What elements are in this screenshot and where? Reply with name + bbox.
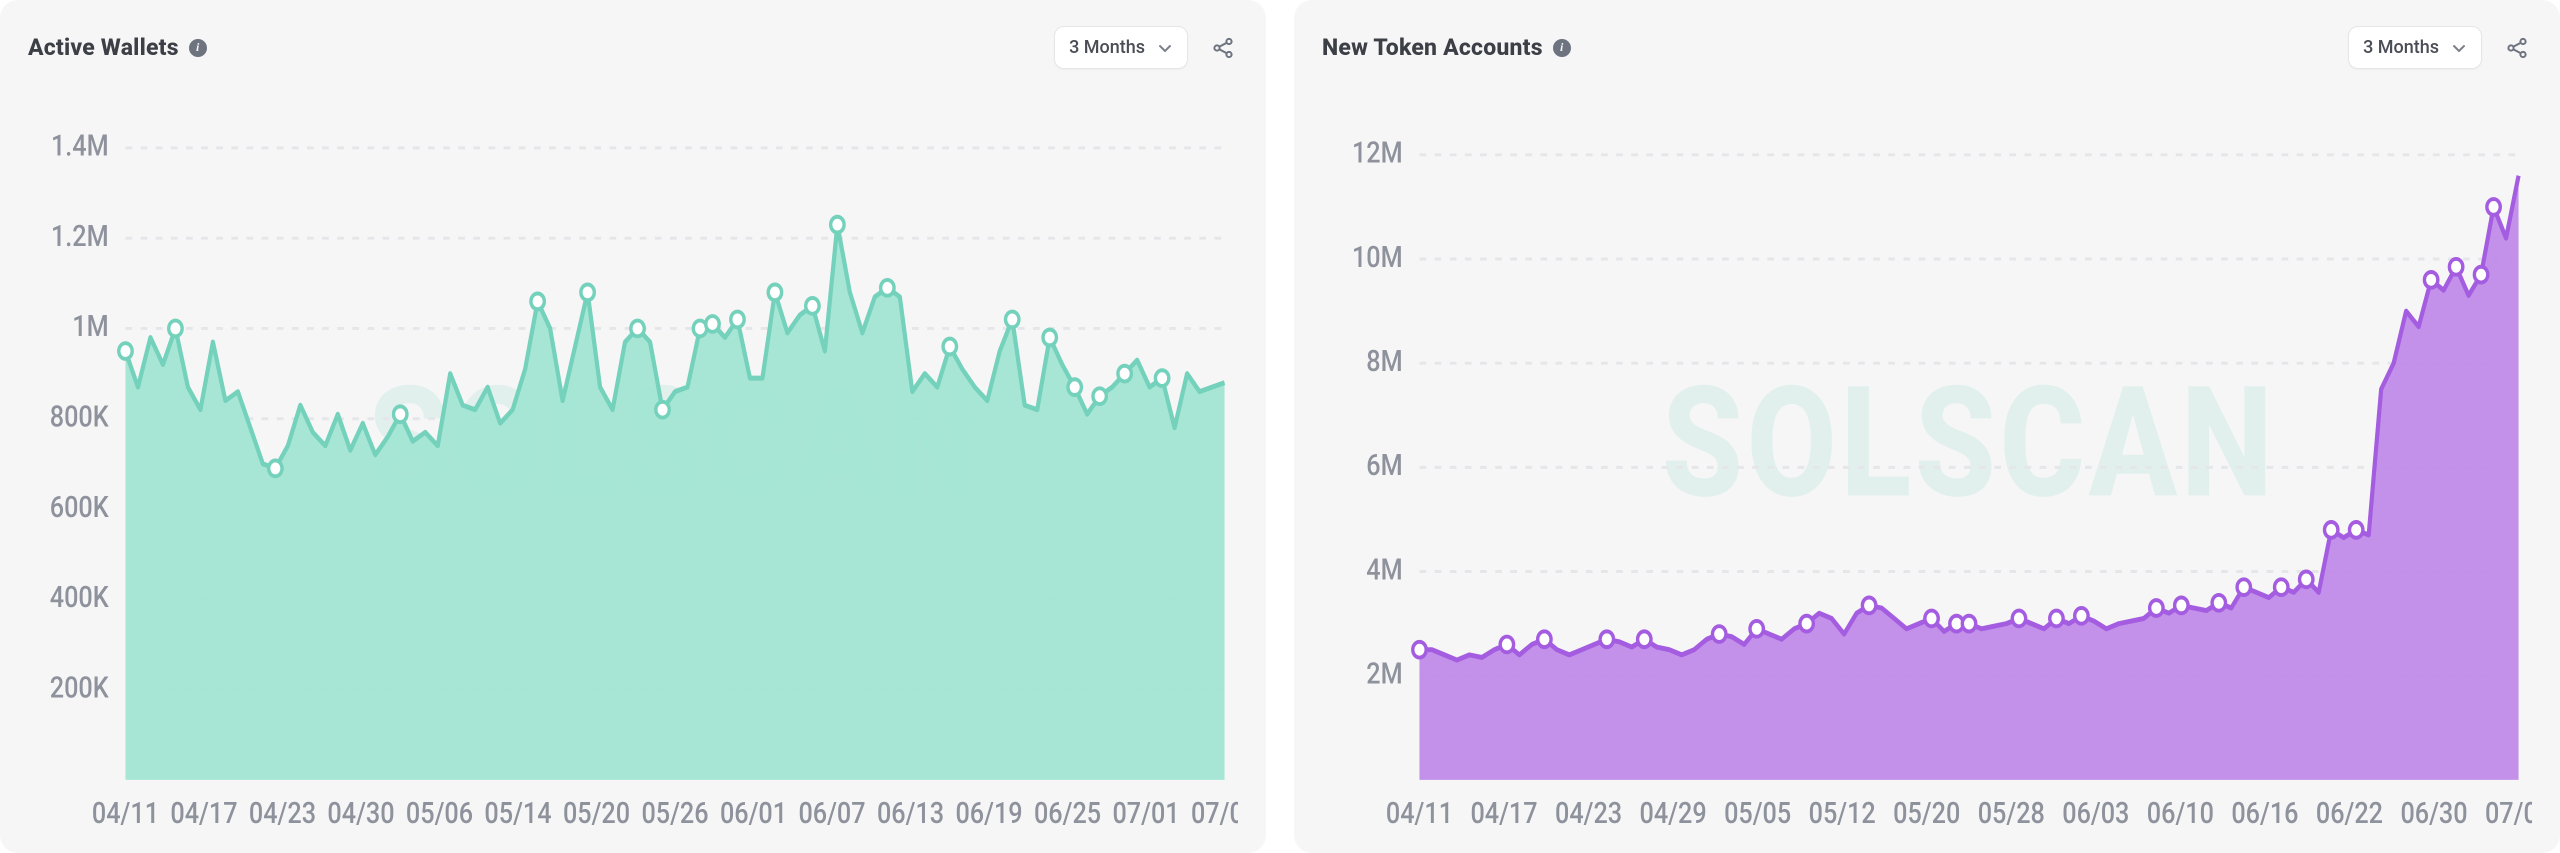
- svg-text:06/10: 06/10: [2147, 796, 2214, 830]
- svg-text:2M: 2M: [1366, 657, 1402, 691]
- svg-text:800K: 800K: [50, 400, 109, 434]
- header-actions: 3 Months: [2348, 26, 2532, 69]
- share-button[interactable]: [1208, 33, 1238, 63]
- svg-text:04/17: 04/17: [1470, 796, 1537, 830]
- card-title: Active Wallets: [28, 34, 179, 61]
- svg-text:400K: 400K: [50, 580, 109, 614]
- card-title: New Token Accounts: [1322, 34, 1543, 61]
- svg-text:06/16: 06/16: [2231, 796, 2298, 830]
- svg-text:8M: 8M: [1366, 344, 1402, 378]
- chart-card-active-wallets: Active Wallets i 3 Months SOLSCAN200K4: [0, 0, 1266, 853]
- share-button[interactable]: [2502, 33, 2532, 63]
- info-icon[interactable]: i: [189, 39, 207, 57]
- svg-text:04/23: 04/23: [1555, 796, 1622, 830]
- time-range-label: 3 Months: [2363, 37, 2439, 58]
- svg-text:04/11: 04/11: [92, 796, 159, 830]
- chart-area: SOLSCAN 2M 4M 6M 8M 10M 12M 04/11 04/17 04/23 04/2…: [1322, 87, 2532, 835]
- card-header: New Token Accounts i 3 Months: [1322, 26, 2532, 69]
- header-actions: 3 Months: [1054, 26, 1238, 69]
- svg-text:05/05: 05/05: [1724, 796, 1791, 830]
- svg-text:06/22: 06/22: [2316, 796, 2383, 830]
- svg-text:6M: 6M: [1366, 448, 1402, 482]
- svg-text:1M: 1M: [72, 309, 108, 343]
- svg-text:06/25: 06/25: [1034, 796, 1101, 830]
- svg-text:1.4M: 1.4M: [51, 129, 109, 163]
- svg-text:600K: 600K: [50, 490, 109, 524]
- svg-text:05/06: 05/06: [406, 796, 473, 830]
- svg-text:06/13: 06/13: [877, 796, 944, 830]
- svg-text:SOLSCAN: SOLSCAN: [1662, 353, 2276, 533]
- svg-text:04/17: 04/17: [170, 796, 237, 830]
- svg-text:10M: 10M: [1352, 240, 1403, 274]
- svg-text:06/01: 06/01: [720, 796, 787, 830]
- svg-text:12M: 12M: [1352, 136, 1403, 170]
- time-range-select[interactable]: 3 Months: [1054, 26, 1188, 69]
- svg-text:05/26: 05/26: [641, 796, 708, 830]
- svg-text:04/30: 04/30: [327, 796, 394, 830]
- svg-text:06/30: 06/30: [2400, 796, 2467, 830]
- svg-text:1.2M: 1.2M: [51, 219, 109, 253]
- svg-text:07/07: 07/07: [1191, 796, 1238, 830]
- svg-text:06/03: 06/03: [2062, 796, 2129, 830]
- svg-text:05/12: 05/12: [1809, 796, 1876, 830]
- card-header: Active Wallets i 3 Months: [28, 26, 1238, 69]
- chart-area: SOLSCAN200K400K600K800K1M1.2M1.4M04/1104…: [28, 87, 1238, 835]
- svg-text:200K: 200K: [50, 671, 109, 705]
- svg-text:06/19: 06/19: [955, 796, 1022, 830]
- svg-text:04/23: 04/23: [249, 796, 316, 830]
- chevron-down-icon: [1157, 40, 1173, 56]
- svg-text:05/14: 05/14: [484, 796, 551, 830]
- svg-text:05/28: 05/28: [1978, 796, 2045, 830]
- svg-text:07/08: 07/08: [2485, 796, 2532, 830]
- svg-text:05/20: 05/20: [563, 796, 630, 830]
- info-icon[interactable]: i: [1553, 39, 1571, 57]
- svg-text:04/11: 04/11: [1386, 796, 1453, 830]
- chevron-down-icon: [2451, 40, 2467, 56]
- svg-text:04/29: 04/29: [1640, 796, 1707, 830]
- svg-text:06/07: 06/07: [798, 796, 865, 830]
- svg-text:07/01: 07/01: [1112, 796, 1179, 830]
- chart-card-new-token-accounts: New Token Accounts i 3 Months SOLSCAN2: [1294, 0, 2560, 853]
- time-range-label: 3 Months: [1069, 37, 1145, 58]
- svg-text:05/20: 05/20: [1893, 796, 1960, 830]
- time-range-select[interactable]: 3 Months: [2348, 26, 2482, 69]
- svg-text:4M: 4M: [1366, 552, 1402, 586]
